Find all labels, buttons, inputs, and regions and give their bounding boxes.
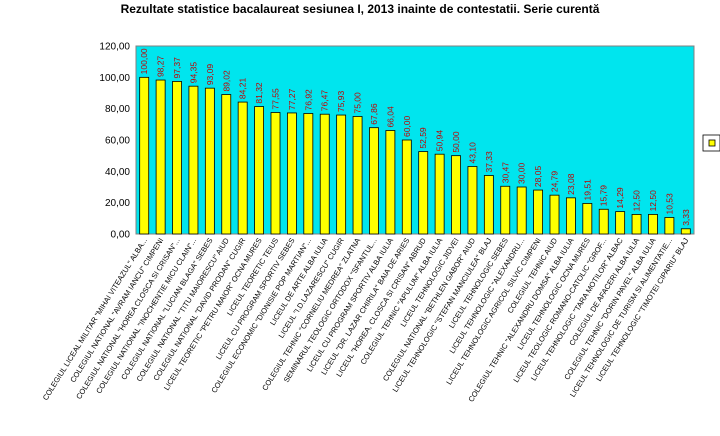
- data-label: 93,09: [205, 64, 215, 86]
- data-label: 76,47: [320, 90, 330, 112]
- y-axis-tick-labels: 0,00 20,00 40,00 60,00 80,00 100,00 120,00: [99, 42, 130, 241]
- data-label: 66,04: [385, 106, 395, 128]
- data-label: 37,33: [484, 151, 494, 173]
- bar: [221, 94, 232, 235]
- bar: [352, 116, 363, 235]
- bar: [648, 214, 658, 235]
- bar: [582, 203, 593, 235]
- data-label: 75,93: [336, 90, 346, 112]
- bar: [516, 186, 527, 235]
- x-axis-tick-labels: COLEGIUL LICEAL MILITAR "MIHAI VITEAZUL"…: [41, 236, 691, 404]
- bar: [237, 101, 248, 235]
- y-tick-label: 100,00: [99, 73, 130, 84]
- data-label: 12,50: [632, 190, 642, 212]
- bar: [533, 189, 544, 235]
- chart-title: Rezultate statistice bacalaureat sesiune…: [120, 2, 600, 16]
- data-label: 30,00: [517, 162, 527, 184]
- data-label: 23,08: [566, 173, 576, 195]
- data-label: 30,47: [500, 162, 510, 184]
- data-label: 52,59: [418, 127, 428, 149]
- bar: [155, 79, 166, 235]
- data-label: 77,55: [271, 88, 281, 110]
- data-label: 24,79: [550, 171, 560, 193]
- bar: [451, 155, 461, 235]
- legend: [702, 134, 720, 152]
- data-label: 76,92: [303, 89, 313, 111]
- data-label: 10,53: [664, 193, 674, 215]
- bar: [549, 194, 560, 235]
- bar: [270, 112, 281, 235]
- data-label: 84,21: [238, 78, 248, 100]
- data-label: 43,10: [467, 142, 477, 164]
- data-label: 98,27: [156, 56, 166, 78]
- data-label: 81,32: [254, 82, 264, 104]
- data-label: 75,00: [353, 92, 363, 114]
- data-labels: 100,00 98,27 97,37 94,35 93,09 89,02 84,21 81,3…: [139, 48, 691, 226]
- bar: [500, 185, 511, 235]
- bar: [401, 139, 412, 235]
- data-label: 89,02: [221, 70, 231, 92]
- data-label: 60,00: [402, 115, 412, 137]
- bar: [319, 113, 330, 235]
- data-label: 97,37: [172, 57, 182, 79]
- bar: [434, 153, 445, 235]
- y-tick-label: 80,00: [105, 104, 130, 115]
- bar: [303, 113, 314, 235]
- data-label: 50,00: [451, 131, 461, 153]
- y-tick-label: 120,00: [99, 42, 130, 53]
- bar: [286, 112, 297, 235]
- y-tick-label: 20,00: [105, 198, 130, 209]
- legend-swatch: [708, 139, 716, 147]
- bar: [139, 76, 150, 235]
- bar: [172, 81, 182, 235]
- data-label: 77,27: [287, 88, 297, 110]
- data-label: 100,00: [139, 48, 149, 74]
- bar: [204, 87, 215, 235]
- bar: [336, 114, 347, 235]
- y-tick-label: 60,00: [105, 136, 130, 147]
- bar: [664, 217, 675, 235]
- data-label: 12,50: [648, 190, 658, 212]
- bar: [615, 211, 626, 235]
- data-label: 14,29: [615, 187, 625, 209]
- bar: [467, 166, 478, 235]
- bar: [631, 214, 642, 235]
- data-label: 67,86: [369, 103, 379, 125]
- data-label: 94,35: [188, 62, 198, 84]
- bar: [188, 85, 199, 235]
- data-label: 19,51: [582, 179, 592, 201]
- y-tick-label: 40,00: [105, 167, 130, 178]
- data-label: 3,33: [681, 209, 691, 226]
- data-label: 50,94: [435, 130, 445, 152]
- y-tick-label: 0,00: [111, 230, 131, 241]
- bar: [254, 106, 265, 235]
- bar: [385, 130, 396, 235]
- bar: [483, 175, 494, 235]
- data-label: 15,79: [599, 185, 609, 207]
- bar: [680, 228, 691, 235]
- bars: [139, 76, 691, 235]
- bar: [565, 197, 576, 235]
- bar: [369, 127, 379, 235]
- data-label: 28,05: [533, 166, 543, 188]
- plot-area: [135, 45, 695, 235]
- bar: [598, 208, 609, 235]
- bar: [418, 151, 429, 235]
